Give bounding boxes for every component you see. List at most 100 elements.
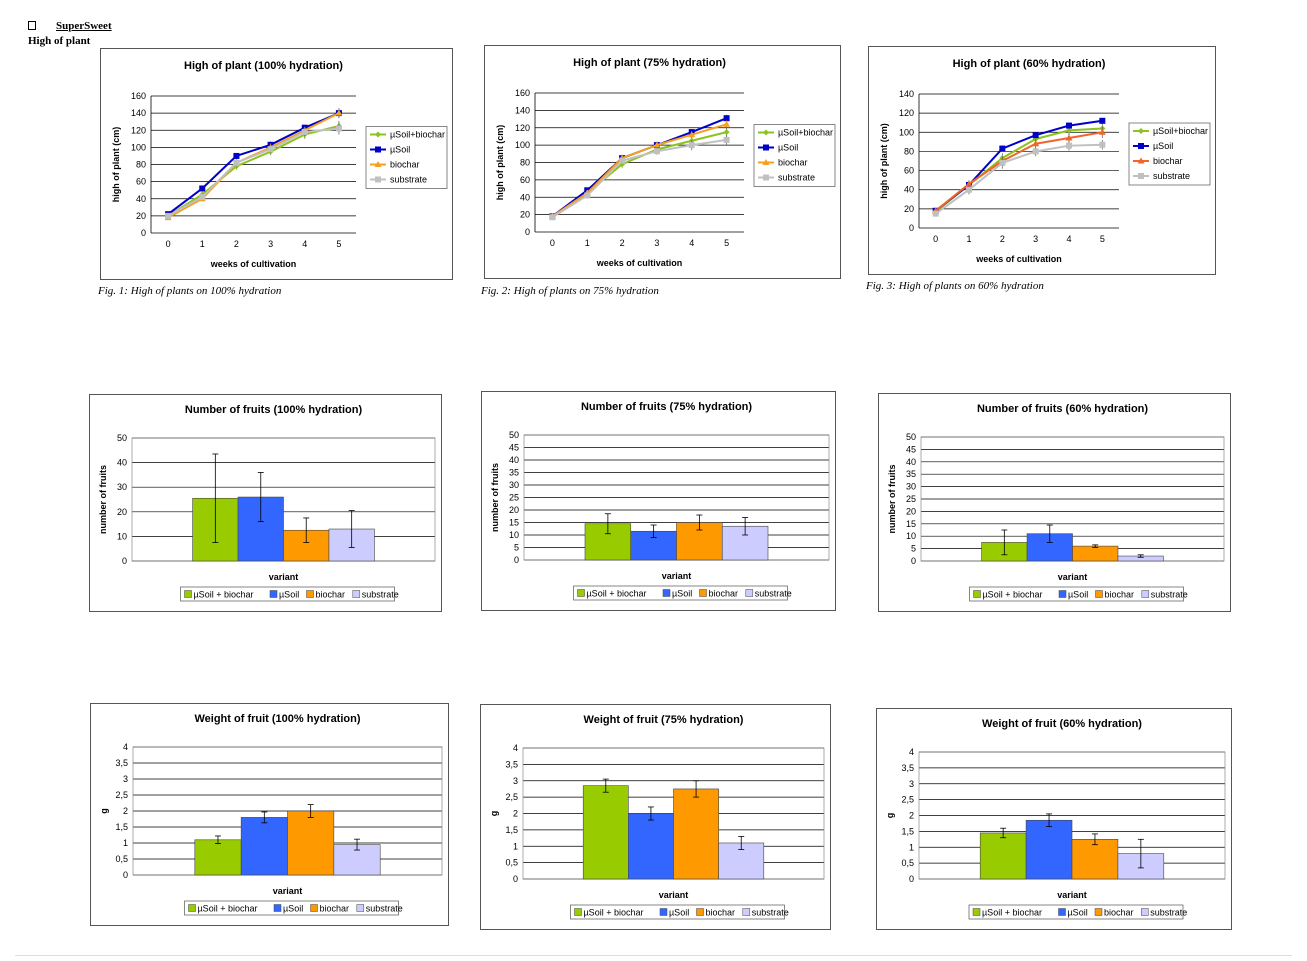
legend-swatch xyxy=(356,904,365,912)
legend-marker xyxy=(762,159,770,165)
x-tick-label: 5 xyxy=(336,239,341,249)
y-axis-label: g xyxy=(885,813,895,819)
bar-1 xyxy=(628,813,674,880)
data-point xyxy=(1099,141,1106,148)
y-axis-label: high of plant (cm) xyxy=(111,127,121,203)
y-tick-label: 3 xyxy=(513,776,518,786)
legend-label: biochar xyxy=(1153,156,1183,166)
series-line xyxy=(935,143,1103,215)
legend-label: substrate xyxy=(390,175,427,185)
legend-swatch xyxy=(699,589,707,597)
error-bar xyxy=(1091,833,1098,846)
legend-label: biochar xyxy=(1105,590,1135,600)
legend-label: µSoil xyxy=(778,143,798,153)
y-tick-label: 20 xyxy=(906,506,916,516)
bullet-icon xyxy=(28,21,36,30)
legend-label: µSoil xyxy=(1068,908,1088,918)
y-tick-label: 5 xyxy=(911,544,916,554)
y-tick-label: 10 xyxy=(906,531,916,541)
chart-title: High of plant (60% hydration) xyxy=(953,58,1106,70)
legend-box xyxy=(180,586,395,602)
data-point xyxy=(584,192,591,199)
legend-label: µSoil + biochar xyxy=(198,904,258,914)
y-tick-label: 25 xyxy=(906,494,916,504)
chart-weight-60: Weight of fruit (60% hydration) 0 0,5 1 1,5 2… xyxy=(876,708,1232,930)
x-axis-label: variant xyxy=(273,886,303,896)
data-point xyxy=(233,152,240,159)
legend-swatch xyxy=(696,908,704,916)
error-bar xyxy=(212,453,219,543)
legend-swatch xyxy=(188,904,196,912)
data-point xyxy=(1032,132,1039,139)
y-tick-label: 0 xyxy=(123,870,128,880)
legend-label: biochar xyxy=(1104,908,1134,918)
legend-swatch xyxy=(1141,590,1150,598)
y-tick-label: 0 xyxy=(141,228,146,238)
legend-label: µSoil + biochar xyxy=(194,590,254,600)
legend-swatch xyxy=(310,904,318,912)
y-tick-label: 45 xyxy=(906,444,916,454)
legend-swatch xyxy=(574,908,582,916)
y-tick-label: 80 xyxy=(520,158,530,168)
y-tick-label: 1 xyxy=(909,842,914,852)
y-tick-label: 35 xyxy=(509,468,519,478)
legend-box xyxy=(570,904,785,920)
error-bar xyxy=(647,806,654,821)
series-line xyxy=(551,138,727,219)
y-tick-label: 140 xyxy=(515,105,530,115)
legend-swatch xyxy=(972,908,981,916)
x-axis-label: variant xyxy=(269,572,299,582)
data-point xyxy=(1032,148,1039,155)
legend-label: biochar xyxy=(390,160,420,170)
error-bar xyxy=(303,517,310,543)
x-tick-label: 2 xyxy=(1000,234,1005,244)
caption-fig1: Fig. 1: High of plants on 100% hydration xyxy=(98,285,282,297)
data-point xyxy=(1099,117,1106,124)
legend-marker xyxy=(763,174,769,181)
legend-box xyxy=(1128,122,1211,186)
chart-weight-75: Weight of fruit (75% hydration) 0 0,5 1 1,5 2… xyxy=(480,704,831,930)
y-tick-label: 120 xyxy=(899,108,914,118)
y-tick-label: 4 xyxy=(123,742,128,752)
legend-swatch xyxy=(1058,908,1066,916)
legend-marker xyxy=(1138,143,1144,149)
y-tick-label: 2,5 xyxy=(505,792,518,802)
y-tick-label: 15 xyxy=(906,519,916,529)
y-tick-label: 100 xyxy=(515,140,530,150)
x-tick-label: 3 xyxy=(654,238,659,248)
legend-marker xyxy=(375,131,381,138)
error-bar xyxy=(348,510,355,548)
error-bar xyxy=(650,524,657,538)
y-tick-label: 40 xyxy=(906,457,916,467)
data-point xyxy=(653,141,661,148)
data-point xyxy=(688,142,695,149)
y-tick-label: 1,5 xyxy=(115,822,128,832)
y-axis-label: number of fruits xyxy=(490,463,500,532)
legend-swatch xyxy=(269,590,278,598)
x-tick-label: 0 xyxy=(550,238,555,248)
chart-title: Weight of fruit (60% hydration) xyxy=(982,718,1142,730)
legend-label: substrate xyxy=(1150,908,1187,918)
y-tick-label: 2,5 xyxy=(115,790,128,800)
legend-swatch xyxy=(306,590,314,598)
legend-swatch xyxy=(352,590,361,598)
error-bar xyxy=(257,472,264,523)
bar-1 xyxy=(1025,819,1073,880)
y-tick-label: 1,5 xyxy=(901,826,914,836)
legend-label: substrate xyxy=(362,590,399,600)
y-tick-label: 0 xyxy=(525,227,530,237)
y-tick-label: 120 xyxy=(131,125,146,135)
series-0 xyxy=(549,126,730,220)
y-tick-label: 10 xyxy=(509,530,519,540)
x-axis-label: variant xyxy=(662,571,692,581)
legend-label: µSoil+biochar xyxy=(390,130,445,140)
y-tick-label: 2 xyxy=(513,809,518,819)
error-bar xyxy=(604,513,611,535)
series-line xyxy=(167,124,340,217)
legend-marker xyxy=(1137,157,1145,164)
bar-3 xyxy=(718,842,765,880)
y-tick-label: 80 xyxy=(136,160,146,170)
series-line xyxy=(935,119,1103,212)
x-axis-label: variant xyxy=(659,890,689,900)
y-axis-label: high of plant (cm) xyxy=(879,123,889,199)
